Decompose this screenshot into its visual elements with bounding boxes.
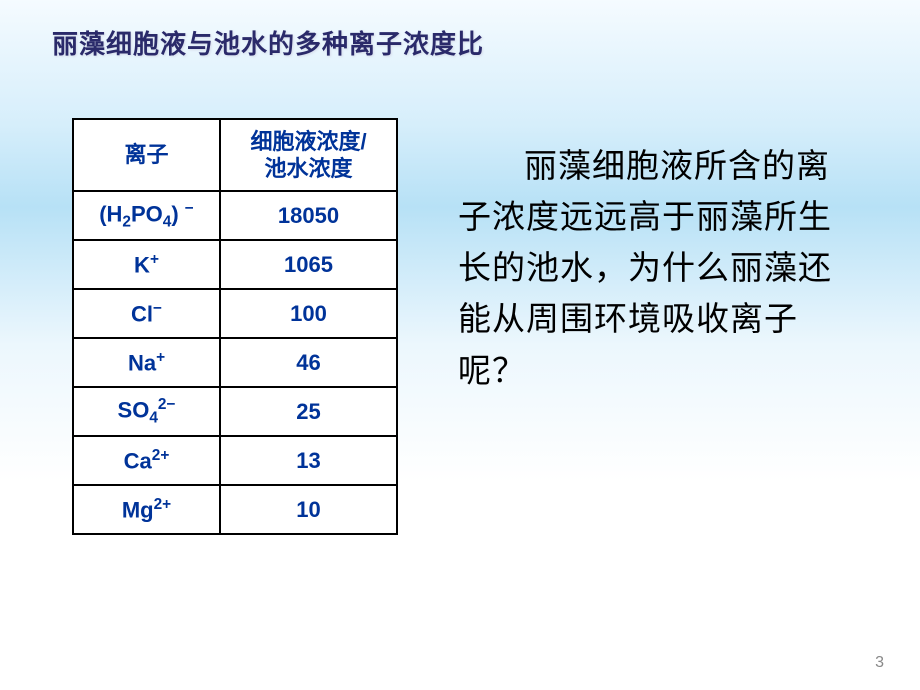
page-number: 3 [875, 654, 884, 672]
value-cell: 100 [220, 289, 397, 338]
value-cell: 10 [220, 485, 397, 534]
ion-sup: 2+ [154, 496, 172, 513]
value-cell: 25 [220, 387, 397, 436]
ion-concentration-table: 离子 细胞液浓度/ 池水浓度 (H2PO4) − 18050 K+ [72, 118, 398, 535]
ion-text: K [134, 252, 150, 277]
ion-text: Ca [124, 448, 152, 473]
content-wrap: 离子 细胞液浓度/ 池水浓度 (H2PO4) − 18050 K+ [72, 118, 880, 535]
ion-cell: K+ [73, 240, 220, 289]
ion-sup: 2− [158, 396, 176, 413]
ion-text: PO [131, 201, 163, 226]
ion-cell: Ca2+ [73, 436, 220, 485]
table-row: Cl− 100 [73, 289, 397, 338]
table-row: Ca2+ 13 [73, 436, 397, 485]
explanation-paragraph: 丽藻细胞液所含的离子浓度远远高于丽藻所生长的池水，为什么丽藻还能从周围环境吸收离… [458, 118, 858, 398]
value-cell: 1065 [220, 240, 397, 289]
ion-cell: Mg2+ [73, 485, 220, 534]
value-cell: 13 [220, 436, 397, 485]
table-row: K+ 1065 [73, 240, 397, 289]
ion-sup: + [156, 349, 165, 366]
table-row: Mg2+ 10 [73, 485, 397, 534]
table-header-ratio: 细胞液浓度/ 池水浓度 [220, 119, 397, 191]
value-cell: 18050 [220, 191, 397, 240]
ion-sup: 2+ [152, 447, 170, 464]
table-row: (H2PO4) − 18050 [73, 191, 397, 240]
ion-text: Cl [131, 301, 153, 326]
ion-text: ) [171, 201, 184, 226]
slide-title: 丽藻细胞液与池水的多种离子浓度比 [52, 24, 484, 61]
ion-cell: (H2PO4) − [73, 191, 220, 240]
header-ratio-line2: 池水浓度 [264, 156, 352, 181]
table-header-row: 离子 细胞液浓度/ 池水浓度 [73, 119, 397, 191]
slide: 丽藻细胞液与池水的多种离子浓度比 离子 细胞液浓度/ 池水浓度 (H2PO4) … [0, 0, 920, 690]
ion-sub: 4 [149, 409, 158, 426]
ion-text: Mg [122, 497, 154, 522]
ion-text: SO [118, 397, 150, 422]
ion-text: (H [99, 201, 122, 226]
value-cell: 46 [220, 338, 397, 387]
ion-sup: + [150, 251, 159, 268]
table-row: Na+ 46 [73, 338, 397, 387]
ion-sup: − [185, 200, 194, 217]
ion-cell: Na+ [73, 338, 220, 387]
header-ratio-line1: 细胞液浓度/ [250, 129, 366, 154]
ion-cell: Cl− [73, 289, 220, 338]
table-header-ion: 离子 [73, 119, 220, 191]
ion-sup: − [153, 300, 162, 317]
ion-text: Na [128, 350, 156, 375]
table-row: SO42− 25 [73, 387, 397, 436]
ion-cell: SO42− [73, 387, 220, 436]
ion-sub: 2 [122, 213, 131, 230]
